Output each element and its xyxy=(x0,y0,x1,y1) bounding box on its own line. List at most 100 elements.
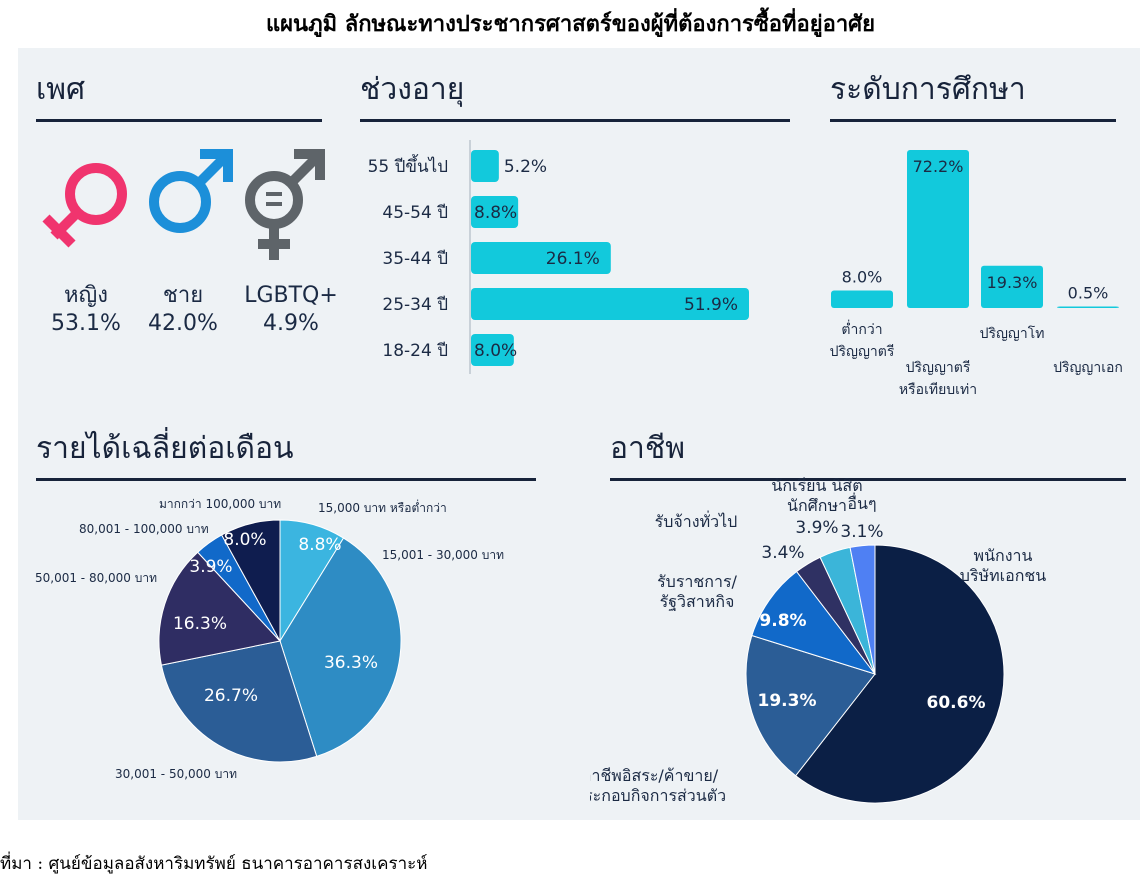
occupation-value-label: 60.6% xyxy=(927,693,986,713)
age-category-label: 18-24 ปี xyxy=(382,341,448,361)
age-bar xyxy=(471,334,514,366)
gender-female: หญิง 53.1% xyxy=(36,282,136,338)
age-value-label: 8.8% xyxy=(474,203,517,223)
male-symbol-icon xyxy=(149,149,233,233)
occupation-value-label: 3.9% xyxy=(795,518,838,538)
income-category-line: 80,001 - 100,000 บาท xyxy=(79,522,209,536)
education-bar xyxy=(907,150,969,308)
education-category-line: ปริญญาตรี xyxy=(830,344,895,360)
income-category-label: 30,001 - 50,000 บาท xyxy=(115,767,237,781)
occupation-value-label: 3.1% xyxy=(840,522,883,542)
age-bar-chart: 55 ปีขึ้นไป 5.2% 45-54 ปี 8.8% 35-44 ปี 26.1%… xyxy=(368,140,749,374)
source-note: ที่มา : ศูนย์ข้อมูลอสังหาริมทรัพย์ ธนาคา… xyxy=(0,854,428,874)
income-value-label: 16.3% xyxy=(173,614,227,634)
occupation-slice xyxy=(751,570,877,675)
education-category-label: ปริญญาตรีหรือเทียบเท่า xyxy=(899,360,977,398)
income-pie-chart: 8.8% 36.3% 26.7% 16.3% 3.9% 8.0% 15,000 บาท หร… xyxy=(35,497,504,781)
income-section-title: รายได้เฉลี่ยต่อเดือน xyxy=(36,425,536,481)
occupation-category-label: รับราชการ/รัฐวิสาหกิจ xyxy=(657,572,737,611)
occupation-category-label: อื่นๆ xyxy=(847,492,876,513)
income-slice xyxy=(221,519,281,642)
education-category-line: ปริญญาตรี xyxy=(906,360,971,376)
age-value-label: 51.9% xyxy=(684,295,738,315)
occupation-category-label: นักเรียน นิสิตนักศึกษา xyxy=(771,476,862,515)
occupation-category-line: อื่นๆ xyxy=(847,492,876,513)
age-category-label: 45-54 ปี xyxy=(382,203,448,223)
income-value-label: 3.9% xyxy=(189,557,232,577)
education-value-label: 8.0% xyxy=(842,267,883,286)
gender-lgbtq: LGBTQ+ 4.9% xyxy=(241,282,341,338)
occupation-section-title: อาชีพ xyxy=(610,425,1126,481)
gender-female-value: 53.1% xyxy=(51,311,121,336)
gender-female-label: หญิง xyxy=(64,283,108,308)
education-bar xyxy=(831,290,893,308)
age-category-label: 35-44 ปี xyxy=(382,249,448,269)
age-bar xyxy=(471,242,611,274)
education-value-label: 72.2% xyxy=(913,157,964,176)
income-category-label: 50,001 - 80,000 บาท xyxy=(35,571,157,585)
income-value-label: 8.0% xyxy=(223,530,266,550)
income-value-label: 36.3% xyxy=(324,653,378,673)
education-category-label: ปริญญาโท xyxy=(980,325,1045,342)
gender-section-title: เพศ xyxy=(36,66,322,122)
occupation-value-label: 9.8% xyxy=(759,611,806,631)
occupation-category-line: นักศึกษา xyxy=(787,496,847,515)
income-category-line: มากกว่า 100,000 บาท xyxy=(159,497,281,511)
income-slice xyxy=(279,537,402,757)
occupation-category-label: อาชีพอิสระ/ค้าขาย/ประกอบกิจการส่วนตัว xyxy=(590,766,726,805)
education-bar-chart: 8.0%72.2%19.3%0.5%ต่ำกว่าปริญญาตรีปริญญา… xyxy=(830,150,1123,398)
occupation-category-label: พนักงานบริษัทเอกชน xyxy=(960,546,1046,585)
education-value-label: 19.3% xyxy=(987,273,1038,292)
income-category-label: 15,000 บาท หรือต่ำกว่า xyxy=(318,499,447,515)
age-value-label: 26.1% xyxy=(546,249,600,269)
occupation-value-label: 3.4% xyxy=(761,543,804,563)
occupation-category-line: ประกอบกิจการส่วนตัว xyxy=(590,786,726,805)
education-category-line: ปริญญาเอก xyxy=(1053,360,1123,376)
occupation-slice xyxy=(745,634,876,777)
female-symbol-icon xyxy=(42,163,127,248)
occupation-category-line: รับราชการ/ xyxy=(657,572,737,591)
income-value-label: 26.7% xyxy=(204,686,258,706)
gender-male: ชาย 42.0% xyxy=(133,282,233,338)
income-slice xyxy=(160,640,318,763)
education-bar xyxy=(1057,306,1119,308)
gender-lgbtq-label: LGBTQ+ xyxy=(244,283,338,308)
occupation-slice xyxy=(794,544,1005,804)
education-category-label: ปริญญาเอก xyxy=(1053,360,1123,376)
age-bar xyxy=(471,150,499,182)
income-category-label: 15,001 - 30,000 บาท xyxy=(382,548,504,562)
income-category-label: 80,001 - 100,000 บาท xyxy=(79,522,209,536)
income-category-label: มากกว่า 100,000 บาท xyxy=(159,497,281,511)
income-category-line: 15,000 บาท หรือต่ำกว่า xyxy=(318,499,447,515)
education-value-label: 0.5% xyxy=(1068,284,1109,303)
age-category-label: 55 ปีขึ้นไป xyxy=(368,154,448,177)
occupation-slice xyxy=(849,544,876,675)
education-category-line: ปริญญาโท xyxy=(980,325,1045,342)
education-category-line: หรือเทียบเท่า xyxy=(899,382,977,398)
education-bar xyxy=(981,265,1043,308)
occupation-category-line: พนักงาน xyxy=(974,546,1033,565)
page-title: แผนภูมิ ลักษณะทางประชากรศาสตร์ของผู้ที่ต… xyxy=(265,11,876,37)
income-category-line: 15,001 - 30,000 บาท xyxy=(382,548,504,562)
occupation-category-label: รับจ้างทั่วไป xyxy=(655,510,738,531)
age-section-title: ช่วงอายุ xyxy=(360,66,790,122)
age-value-label: 8.0% xyxy=(474,341,517,361)
occupation-category-line: บริษัทเอกชน xyxy=(960,566,1046,585)
income-category-line: 50,001 - 80,000 บาท xyxy=(35,571,157,585)
education-section-title: ระดับการศึกษา xyxy=(830,66,1116,122)
age-bar xyxy=(471,288,749,320)
occupation-category-line: นักเรียน นิสิต xyxy=(771,476,862,495)
occupation-category-line: อาชีพอิสระ/ค้าขาย/ xyxy=(590,766,719,785)
gender-male-value: 42.0% xyxy=(148,311,218,336)
gender-lgbtq-value: 4.9% xyxy=(263,311,319,336)
age-value-label: 5.2% xyxy=(504,157,547,177)
age-category-label: 25-34 ปี xyxy=(382,295,448,315)
income-slice xyxy=(158,551,281,666)
education-category-line: ต่ำกว่า xyxy=(841,320,882,338)
occupation-category-line: รับจ้างทั่วไป xyxy=(655,510,738,531)
occupation-value-label: 19.3% xyxy=(758,691,817,711)
income-category-line: 30,001 - 50,000 บาท xyxy=(115,767,237,781)
gender-male-label: ชาย xyxy=(162,283,204,308)
age-bar xyxy=(471,196,519,228)
transgender-symbol-icon xyxy=(245,149,325,260)
